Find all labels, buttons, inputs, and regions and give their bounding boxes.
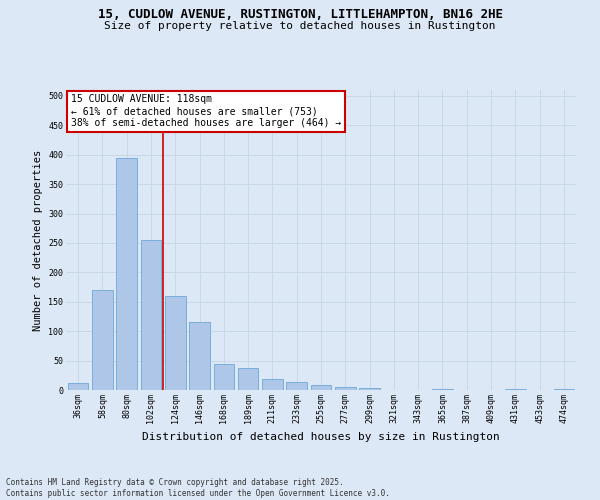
Bar — [68, 383, 88, 390]
Bar — [238, 368, 259, 390]
Text: Distribution of detached houses by size in Rustington: Distribution of detached houses by size … — [142, 432, 500, 442]
Bar — [554, 389, 574, 390]
Bar — [214, 364, 234, 390]
Text: 15 CUDLOW AVENUE: 118sqm
← 61% of detached houses are smaller (753)
38% of semi-: 15 CUDLOW AVENUE: 118sqm ← 61% of detach… — [71, 94, 341, 128]
Bar — [359, 388, 380, 390]
Text: 15, CUDLOW AVENUE, RUSTINGTON, LITTLEHAMPTON, BN16 2HE: 15, CUDLOW AVENUE, RUSTINGTON, LITTLEHAM… — [97, 8, 503, 20]
Bar — [432, 389, 453, 390]
Text: Contains HM Land Registry data © Crown copyright and database right 2025.
Contai: Contains HM Land Registry data © Crown c… — [6, 478, 390, 498]
Bar — [286, 382, 307, 390]
Bar — [335, 387, 356, 390]
Text: Size of property relative to detached houses in Rustington: Size of property relative to detached ho… — [104, 21, 496, 31]
Bar — [92, 290, 113, 390]
Bar — [311, 386, 331, 390]
Bar — [262, 380, 283, 390]
Bar — [189, 322, 210, 390]
Bar — [140, 240, 161, 390]
Bar — [116, 158, 137, 390]
Bar — [165, 296, 185, 390]
Y-axis label: Number of detached properties: Number of detached properties — [32, 150, 43, 330]
Bar — [505, 389, 526, 390]
